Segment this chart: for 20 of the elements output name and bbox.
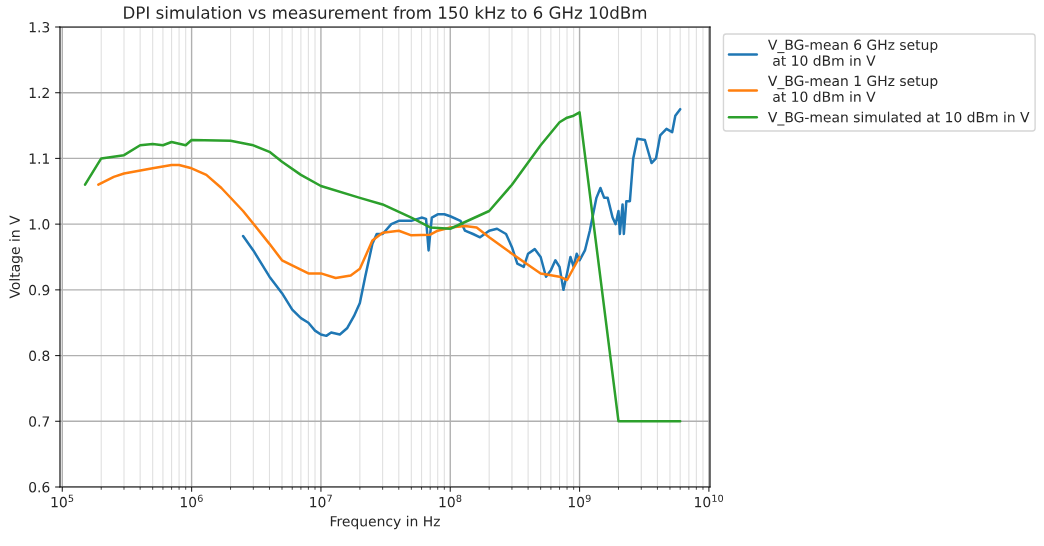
x-tick-label: 10$^{9}$ xyxy=(568,494,591,508)
y-axis-title: Voltage in V xyxy=(9,215,23,299)
chart-title: DPI simulation vs measurement from 150 kHz to 6 GHz 10dBm xyxy=(124,6,647,19)
legend-label: V_BG-mean 1 GHz setup at 10 dBm in V xyxy=(768,75,938,103)
x-tick-label: 10$^{5}$ xyxy=(51,494,74,508)
y-tick-label: 0.9 xyxy=(29,284,50,296)
x-tick-label: 10$^{7}$ xyxy=(310,494,332,508)
legend-label: V_BG-mean 6 GHz setup at 10 dBm in V xyxy=(768,39,938,66)
y-tick-label: 1.1 xyxy=(29,153,49,164)
y-tick-label: 0.7 xyxy=(29,416,50,427)
x-tick-label: 10$^{8}$ xyxy=(439,494,462,508)
x-tick-label: 10$^{10}$ xyxy=(695,494,724,508)
y-tick-label: 0.8 xyxy=(29,350,50,362)
y-tick-label: 0.6 xyxy=(29,481,50,493)
y-tick-label: 1.3 xyxy=(29,21,50,33)
x-tick-label: 10$^{6}$ xyxy=(180,494,203,508)
y-tick-label: 1.0 xyxy=(29,219,50,230)
legend-label: V_BG-mean simulated at 10 dBm in V xyxy=(768,111,1030,126)
y-tick-label: 1.2 xyxy=(29,87,49,98)
x-axis-title: Frequency in Hz xyxy=(330,515,440,530)
